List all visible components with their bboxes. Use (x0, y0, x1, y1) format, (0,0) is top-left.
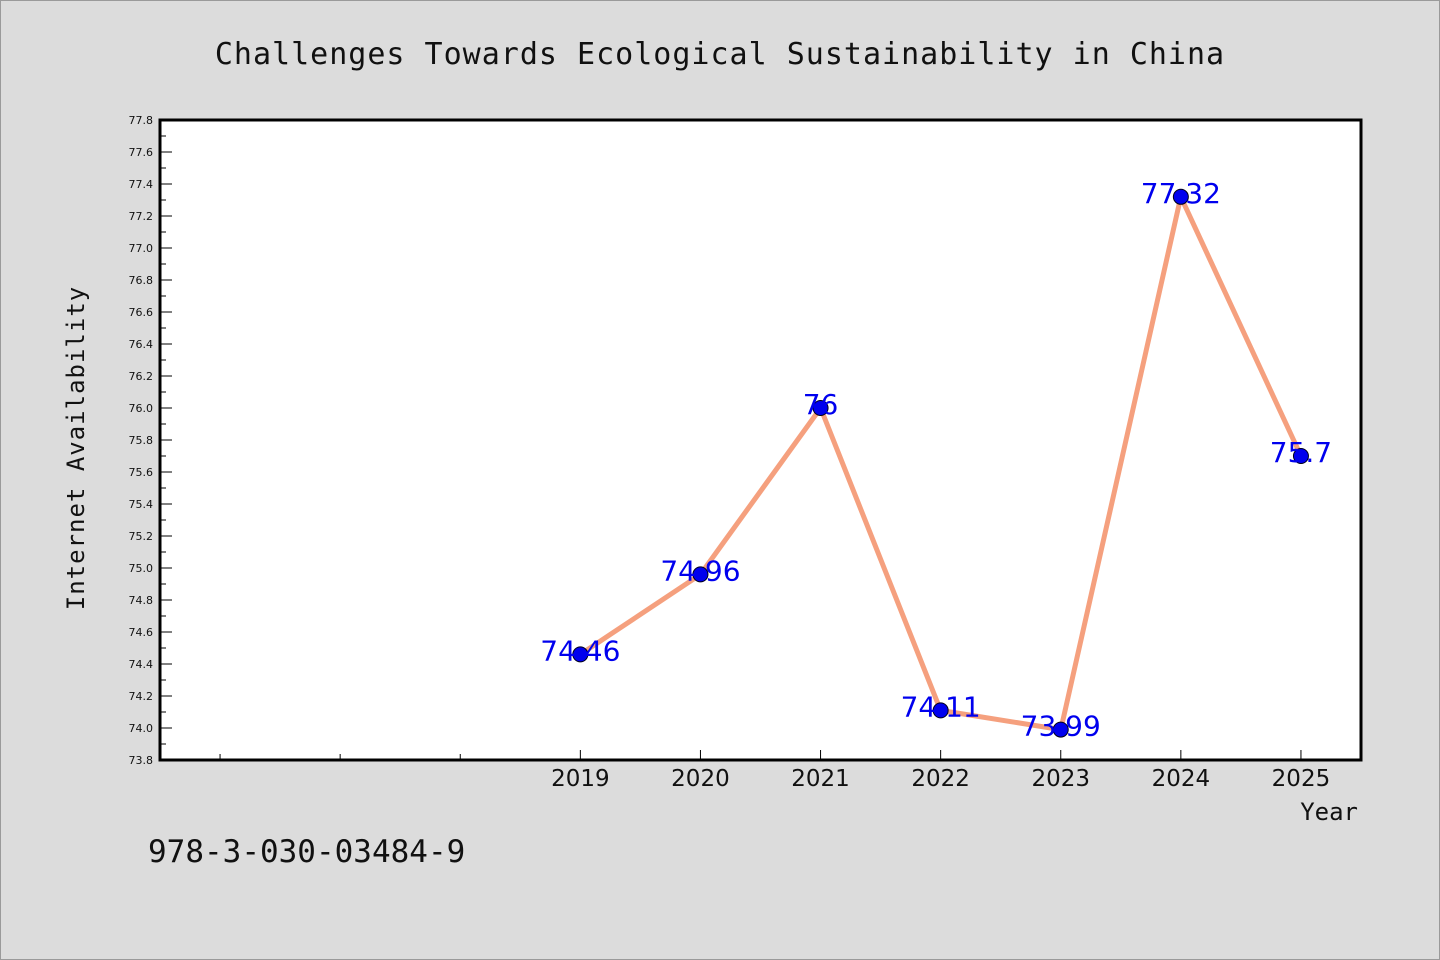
x-tick-label: 2021 (791, 766, 850, 792)
y-axis-title: Internet Availability (62, 286, 90, 610)
series-internet-availability (572, 188, 1309, 738)
y-tick-label: 73.8 (129, 754, 154, 767)
data-label: 74.11 (901, 690, 981, 723)
y-tick-label: 76.2 (129, 370, 154, 383)
x-tick-label: 2024 (1152, 766, 1211, 792)
y-tick-label: 76.0 (129, 402, 154, 415)
data-label: 73.99 (1021, 710, 1101, 743)
data-label: 76 (803, 388, 839, 421)
y-tick-label: 77.6 (129, 146, 154, 159)
y-tick-label: 77.2 (129, 210, 154, 223)
chart-title: Challenges Towards Ecological Sustainabi… (215, 37, 1225, 72)
y-tick-label: 75.2 (129, 530, 154, 543)
x-tick-label: 2022 (911, 766, 970, 792)
y-tick-label: 77.4 (129, 178, 154, 191)
data-label: 77.32 (1141, 177, 1221, 210)
data-point (1052, 721, 1069, 738)
y-tick-label: 76.6 (129, 306, 154, 319)
y-tick-label: 74.4 (129, 658, 154, 671)
x-axis: 2019 2020 2021 2022 2023 2024 2025 (219, 750, 1331, 792)
y-tick-label: 77.0 (129, 242, 154, 255)
data-point (1172, 188, 1189, 205)
x-tick-label: 2025 (1272, 766, 1331, 792)
y-tick-label: 74.8 (129, 594, 154, 607)
x-tick-label: 2019 (551, 766, 610, 792)
x-tick-label: 2020 (671, 766, 730, 792)
data-label: 74.96 (660, 554, 740, 587)
y-tick-label: 74.2 (129, 690, 154, 703)
x-tick-label: 2023 (1031, 766, 1090, 792)
data-point (692, 566, 709, 583)
data-label: 75.7 (1270, 436, 1332, 469)
data-point (932, 702, 949, 719)
y-tick-label: 74.6 (129, 626, 154, 639)
data-point (812, 400, 829, 416)
y-axis: 73.8 74.0 74.2 74.4 74.6 74.8 75.0 75.2 75.4 75.6… (129, 114, 172, 767)
y-tick-label: 76.4 (129, 338, 154, 351)
y-tick-label: 74.0 (129, 722, 154, 735)
y-tick-label: 76.8 (129, 274, 154, 287)
plot-area (158, 118, 1363, 762)
y-tick-label: 77.8 (129, 114, 154, 127)
data-labels: 74.46 74.96 76 74.11 73.99 77.32 75.7 (540, 177, 1332, 743)
y-tick-label: 75.0 (129, 562, 154, 575)
footer-code: 978-3-030-03484-9 (148, 834, 466, 870)
data-point (572, 646, 589, 663)
data-point (1292, 448, 1309, 464)
x-axis-title: Year (1300, 798, 1358, 826)
y-tick-label: 75.6 (129, 466, 154, 479)
data-label: 74.46 (540, 634, 620, 667)
y-tick-label: 75.4 (129, 498, 154, 511)
y-tick-label: 75.8 (129, 434, 154, 447)
